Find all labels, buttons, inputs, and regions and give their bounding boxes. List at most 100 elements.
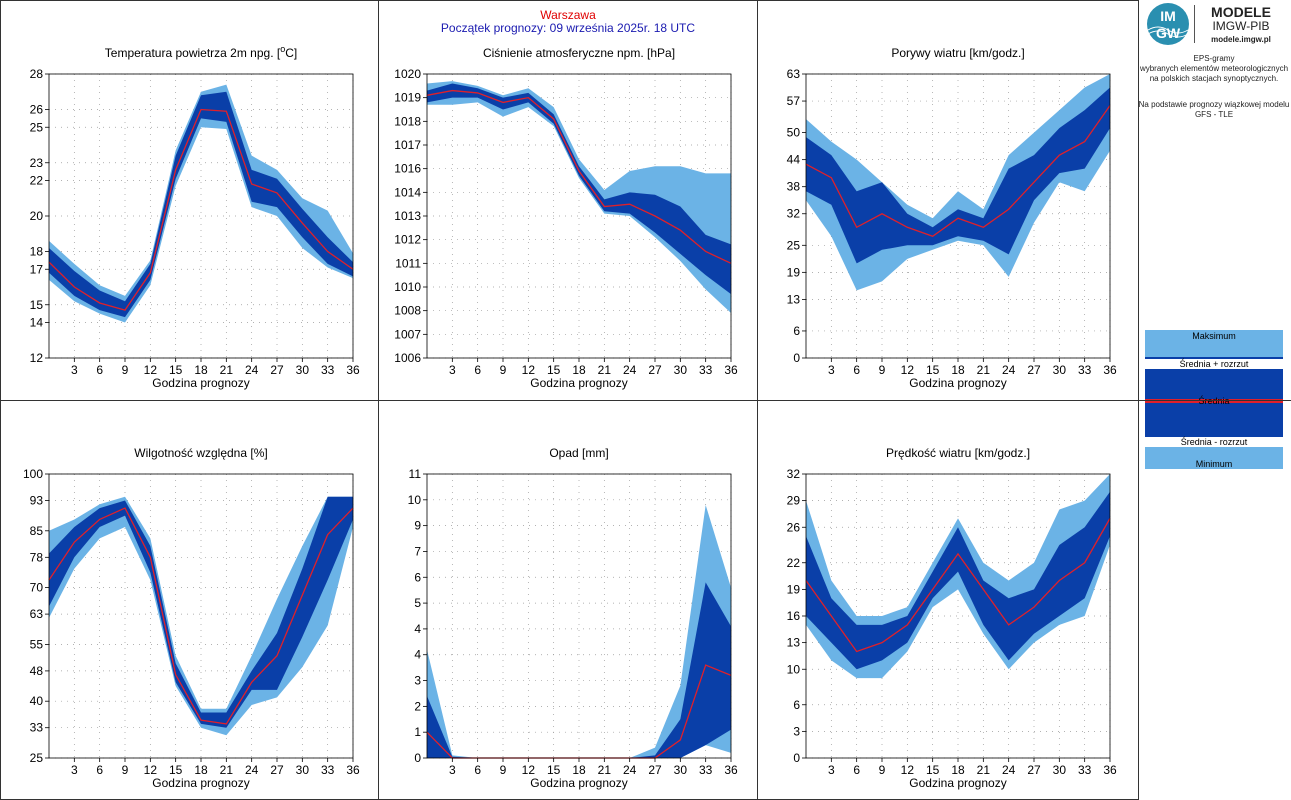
- wind-ytick-label: 26: [787, 520, 801, 534]
- precip-ytick-label: 11: [409, 467, 422, 481]
- hum-ytick-label: 93: [30, 494, 44, 508]
- hum-xtick-label: 36: [346, 763, 360, 777]
- wind-xtick-label: 21: [977, 763, 991, 777]
- press-xtick-label: 27: [648, 363, 662, 377]
- press-xtick-label: 12: [522, 363, 536, 377]
- model-line: Na podstawie prognozy wiązkowej modelu: [1138, 100, 1290, 109]
- hum-xtick-label: 18: [194, 763, 208, 777]
- press-xtick-label: 6: [474, 363, 481, 377]
- hum-mean-line: [48, 507, 354, 725]
- gust-ytick-label: 38: [787, 180, 801, 194]
- wind-ytick-label: 32: [787, 467, 801, 481]
- precip-xtick-label: 21: [598, 763, 612, 777]
- gust-xlabel: Godzina prognozy: [909, 376, 1006, 390]
- wind-xtick-label: 12: [901, 763, 915, 777]
- temp-xtick-label: 18: [194, 363, 208, 377]
- precip-xtick-label: 27: [648, 763, 662, 777]
- wind-ytick-label: 22: [787, 556, 801, 570]
- press-xtick-label: 24: [623, 363, 637, 377]
- hum-xtick-label: 15: [169, 763, 183, 777]
- press-ytick-label: 1012: [394, 233, 421, 247]
- hum-ytick-label: 85: [30, 524, 44, 538]
- temp-xtick-label: 9: [122, 363, 129, 377]
- temp-ytick-label: 20: [30, 209, 44, 223]
- logo-org: IMGW-PIB: [1212, 19, 1269, 33]
- gust-ytick-label: 63: [787, 67, 801, 81]
- hum-xtick-label: 30: [296, 763, 310, 777]
- gust-ytick-label: 0: [793, 351, 800, 365]
- press-xtick-label: 36: [724, 363, 738, 377]
- temp-ytick-label: 26: [30, 103, 44, 117]
- temp-xtick-label: 12: [144, 363, 158, 377]
- precip-xtick-label: 9: [500, 763, 507, 777]
- wind-xtick-label: 24: [1002, 763, 1016, 777]
- gust-ytick-label: 25: [787, 238, 801, 252]
- temp-band-spread: [49, 91, 353, 318]
- gust-xtick-label: 3: [828, 363, 835, 377]
- wind-xlabel: Godzina prognozy: [909, 776, 1006, 790]
- frame-top: [0, 0, 1139, 1]
- press-ytick-label: 1020: [394, 67, 421, 81]
- wind-ytick-label: 13: [787, 636, 801, 650]
- legend-min: Minimum: [1195, 459, 1233, 469]
- press-mean-line: [426, 89, 732, 264]
- press-xlabel: Godzina prognozy: [530, 376, 627, 390]
- gust-xtick-label: 12: [901, 363, 915, 377]
- press-ytick-label: 1018: [394, 114, 421, 128]
- hum-ytick-label: 55: [30, 637, 44, 651]
- temp-title: Temperatura powietrza 2m npg. [oC]: [105, 44, 297, 60]
- chart-temperature: Temperatura powietrza 2m npg. [oC]3 6 9 12 1…: [30, 44, 360, 390]
- precip-ytick-label: 3: [414, 674, 421, 688]
- gust-xtick-label: 21: [977, 363, 991, 377]
- press-ytick-label: 1007: [394, 327, 421, 341]
- hum-xtick-label: 24: [245, 763, 259, 777]
- logo-url: modele.imgw.pl: [1211, 35, 1271, 44]
- temp-xtick-label: 21: [220, 363, 234, 377]
- hum-xtick-label: 33: [321, 763, 335, 777]
- hum-ytick-label: 70: [30, 581, 44, 595]
- wind-xtick-label: 27: [1027, 763, 1041, 777]
- precip-xtick-label: 33: [699, 763, 713, 777]
- gust-mean-line: [805, 105, 1111, 238]
- gust-xtick-label: 33: [1078, 363, 1092, 377]
- temp-xtick-label: 6: [96, 363, 103, 377]
- precip-xtick-label: 6: [474, 763, 481, 777]
- temp-ytick-label: 17: [30, 262, 44, 276]
- gust-xtick-label: 36: [1103, 363, 1117, 377]
- gust-xtick-label: 30: [1053, 363, 1067, 377]
- temp-ytick-label: 23: [30, 156, 44, 170]
- wind-xtick-label: 33: [1078, 763, 1092, 777]
- legend-mean: Średnia: [1198, 396, 1230, 406]
- hum-ytick-label: 25: [30, 751, 44, 765]
- precip-ytick-label: 1: [414, 725, 421, 739]
- gust-xtick-label: 27: [1027, 363, 1041, 377]
- temp-ytick-label: 25: [30, 120, 44, 134]
- precip-xtick-label: 24: [623, 763, 637, 777]
- hum-xtick-label: 21: [220, 763, 234, 777]
- hum-ytick-label: 100: [23, 467, 43, 481]
- gust-ytick-label: 50: [787, 126, 801, 140]
- desc-line: EPS-gramy: [1193, 54, 1235, 63]
- press-ytick-label: 1008: [394, 304, 421, 318]
- precip-xtick-label: 36: [724, 763, 738, 777]
- press-ytick-label: 1011: [395, 256, 421, 270]
- press-xtick-label: 18: [572, 363, 586, 377]
- gust-ytick-label: 13: [787, 292, 801, 306]
- precip-band-spread: [427, 582, 731, 758]
- gust-ytick-label: 44: [787, 153, 801, 167]
- wind-xtick-label: 15: [926, 763, 940, 777]
- description: EPS-gramy wybranych elementów meteorolog…: [1134, 54, 1291, 84]
- chart-pressure: Ciśnienie atmosferyczne npm. [hPa]3 6 9 12 1…: [394, 46, 738, 390]
- wind-ytick-label: 16: [787, 609, 801, 623]
- gust-xtick-label: 15: [926, 363, 940, 377]
- precip-xtick-label: 12: [522, 763, 536, 777]
- desc-line: wybranych elementów meteorologicznych: [1139, 64, 1289, 73]
- gust-ytick-label: 6: [793, 324, 800, 338]
- imgw-logo: IM GW MODELE IMGW-PIB modele.imgw.pl: [1146, 2, 1286, 46]
- legend-mean-line: [1145, 399, 1283, 403]
- hum-xtick-label: 27: [270, 763, 284, 777]
- wind-xtick-label: 3: [828, 763, 835, 777]
- precip-ytick-label: 5: [414, 596, 421, 610]
- press-xtick-label: 3: [449, 363, 456, 377]
- chart-wind-speed: Prędkość wiatru [km/godz.]3 6 9 12 15 18 21 24 2…: [787, 446, 1117, 790]
